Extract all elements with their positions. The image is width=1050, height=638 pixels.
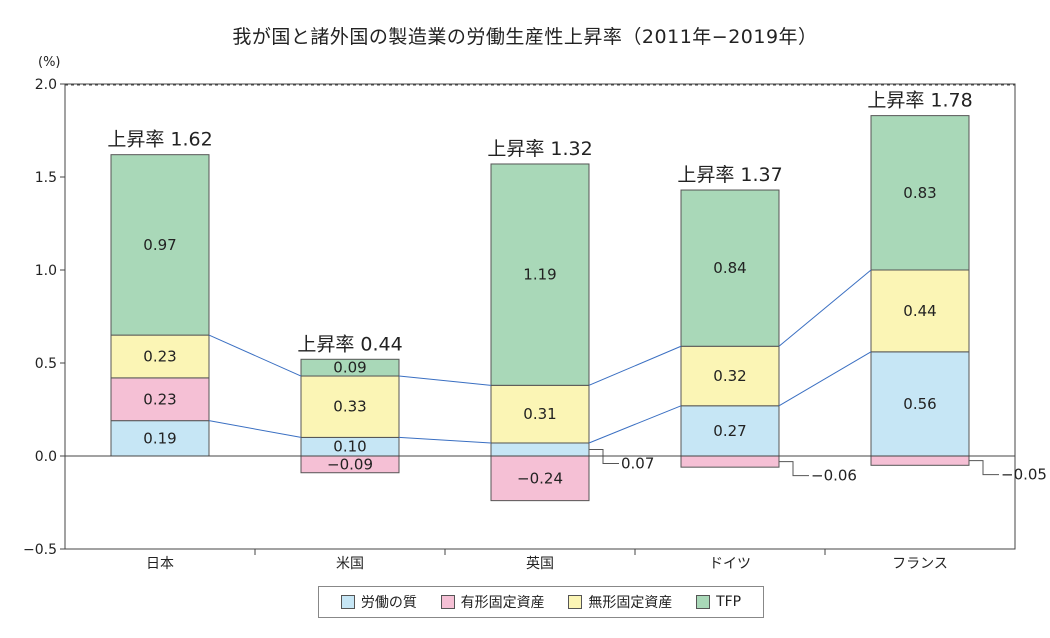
chart-title: 我が国と諸外国の製造業の労働生産性上昇率（2011年−2019年） (232, 26, 818, 48)
connector-line (398, 436, 492, 444)
legend-item-tangible-assets: 有形固定資産 (440, 592, 545, 612)
legend-item-labor-quality: 労働の質 (340, 592, 417, 612)
x-tick-label: 日本 (146, 556, 174, 572)
plot-frame (64, 83, 1016, 550)
data-label: −0.09 (327, 455, 373, 473)
x-tick-label: 英国 (526, 555, 554, 572)
bar-segment (870, 269, 970, 353)
y-tick-label: 2.0 (35, 77, 57, 93)
x-tick-label: 米国 (336, 556, 364, 572)
legend-item-intangible-assets: 無形固定資産 (568, 592, 672, 612)
legend-item-tfp: TFP (696, 594, 741, 610)
data-label: 0.44 (903, 302, 936, 320)
data-label: 0.31 (523, 405, 556, 423)
legend-swatch-intangible-assets (568, 595, 583, 609)
total-label: 上昇率 1.78 (867, 90, 972, 112)
bar-segment (490, 442, 590, 457)
legend-label: 有形固定資産 (460, 595, 545, 611)
legend-label: TFP (716, 594, 742, 610)
stacked-bar-chart: −0.5 0.0 0.5 1.0 1.5 2.0 (%) 0.19 0.23 0.23 0.97 上昇… (23, 55, 1047, 572)
connector-line (208, 334, 302, 377)
connector-line (398, 375, 492, 386)
total-label: 上昇率 1.62 (107, 129, 212, 151)
total-label: 上昇率 0.44 (297, 333, 402, 355)
data-label: 0.84 (713, 259, 746, 277)
bar-segment (490, 163, 590, 386)
legend: 労働の質 有形固定資産 無形固定資産 TFP (318, 586, 764, 618)
total-label: 上昇率 1.32 (487, 138, 592, 160)
data-label: 1.19 (523, 266, 556, 284)
bar-segment (110, 154, 210, 336)
data-label: 0.33 (333, 398, 366, 416)
legend-label: 無形固定資産 (588, 595, 673, 611)
legend-swatch-labor-quality (340, 595, 355, 609)
bar-segment (300, 358, 400, 377)
legend-swatch-tangible-assets (440, 595, 455, 609)
bar-segment (870, 351, 970, 457)
data-label: 0.09 (333, 359, 366, 377)
data-label: 0.83 (903, 184, 936, 202)
x-tick-label: フランス (892, 556, 948, 572)
data-label: −0.05 (1001, 466, 1047, 484)
legend-label: 労働の質 (360, 595, 417, 611)
y-axis-unit: (%) (38, 55, 61, 70)
data-label: 0.97 (143, 236, 176, 254)
connector-line (778, 351, 872, 407)
connector-line (588, 345, 682, 386)
connector-line (588, 405, 682, 444)
y-tick-label: 0.0 (35, 449, 57, 465)
connector-line (208, 420, 302, 438)
data-label: −0.06 (811, 467, 857, 485)
data-label: −0.24 (517, 469, 563, 487)
bar-segment (680, 345, 780, 407)
data-label: 0.56 (903, 395, 936, 413)
leader-line (779, 461, 809, 477)
x-tick-label: ドイツ (709, 556, 751, 572)
data-label: 0.23 (143, 347, 176, 365)
bar-segment (870, 455, 970, 466)
data-label: 0.32 (713, 367, 746, 385)
y-tick-label: −0.5 (23, 542, 57, 558)
bar-segment (680, 189, 780, 347)
y-tick-label: 1.0 (35, 263, 57, 279)
data-label: 0.27 (713, 422, 746, 440)
y-tick-label: 0.5 (35, 356, 57, 372)
data-label: 0.19 (143, 429, 176, 447)
bar-segment (680, 455, 780, 468)
y-tick-label: 1.5 (35, 170, 57, 186)
bar-segment (680, 405, 780, 457)
bar-segment (490, 455, 590, 502)
connector-line (778, 269, 872, 347)
leader-line (969, 460, 999, 476)
data-label: 0.10 (333, 438, 366, 456)
legend-swatch-tfp (696, 595, 711, 609)
total-label: 上昇率 1.37 (677, 164, 782, 186)
data-label: 0.07 (621, 454, 654, 472)
bar-segment (490, 384, 590, 444)
bar-segment (870, 115, 970, 271)
data-label: 0.23 (143, 390, 176, 408)
